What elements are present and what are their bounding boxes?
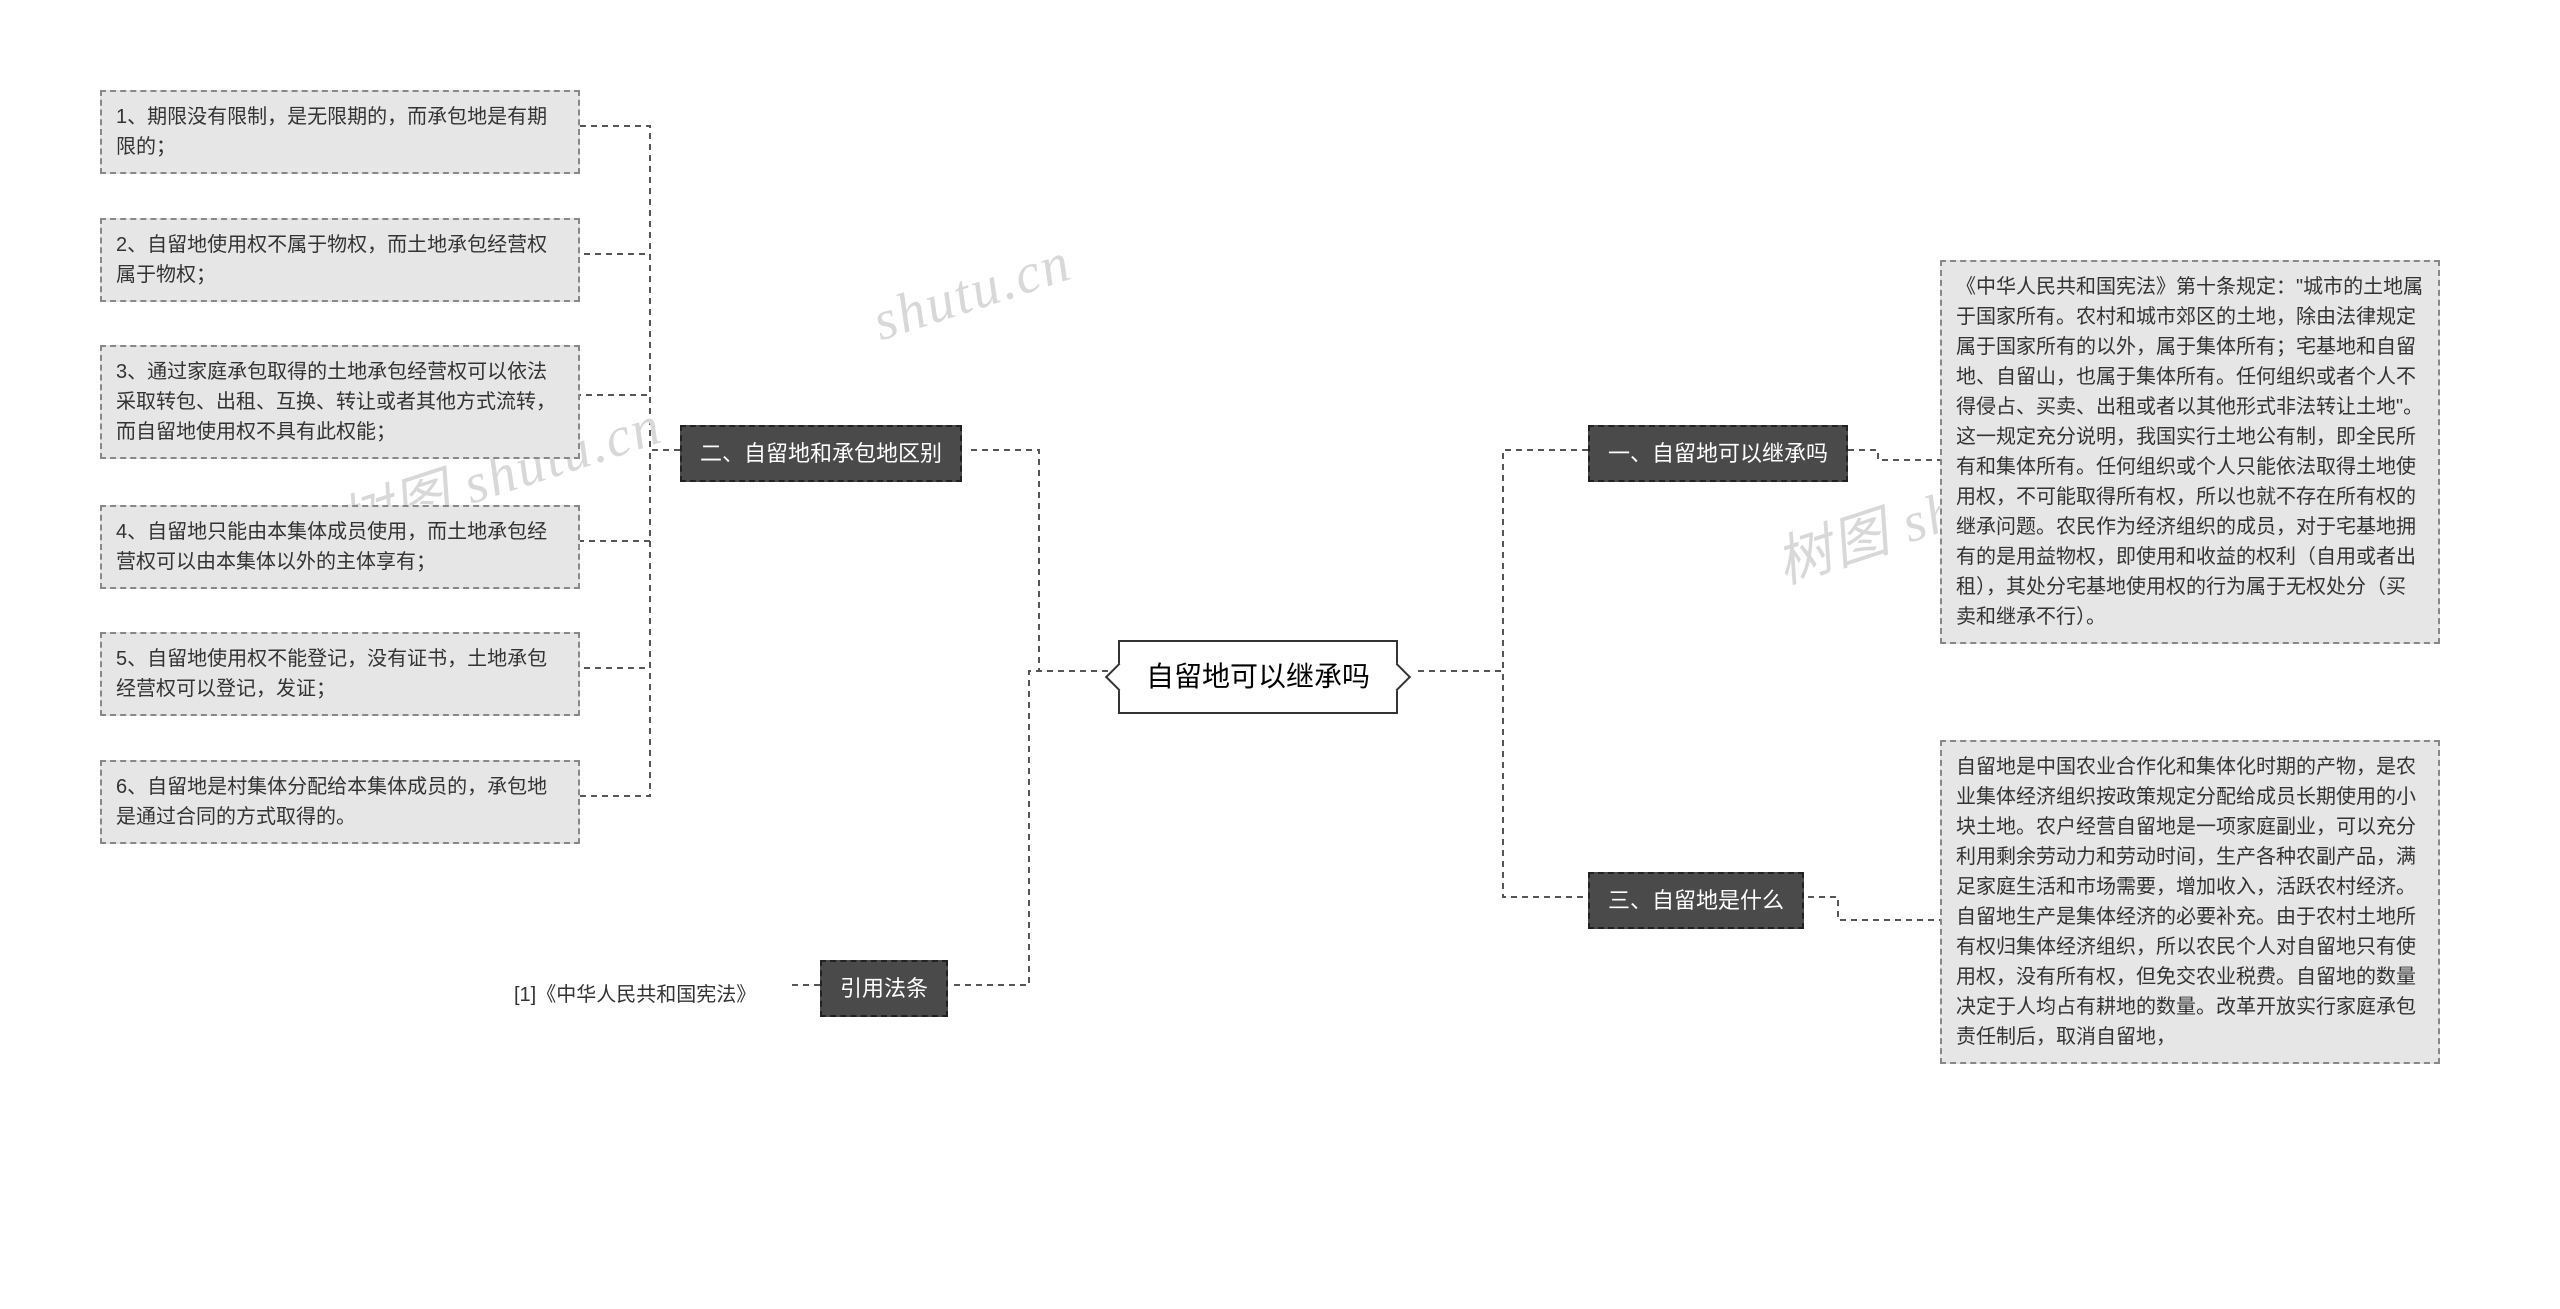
leaf-node: 2、自留地使用权不属于物权，而土地承包经营权属于物权；: [100, 218, 580, 302]
branch-node-l4: 引用法条: [820, 960, 948, 1017]
watermark: shutu.cn: [865, 230, 1079, 354]
branch-node-l2: 二、自留地和承包地区别: [680, 425, 962, 482]
leaf-node: 4、自留地只能由本集体成员使用，而土地承包经营权可以由本集体以外的主体享有；: [100, 505, 580, 589]
leaf-node: 自留地是中国农业合作化和集体化时期的产物，是农业集体经济组织按政策规定分配给成员…: [1940, 740, 2440, 1064]
branch-node-r1: 一、自留地可以继承吗: [1588, 425, 1848, 482]
branch-node-r3: 三、自留地是什么: [1588, 872, 1804, 929]
leaf-node: 《中华人民共和国宪法》第十条规定："城市的土地属于国家所有。农村和城市郊区的土地…: [1940, 260, 2440, 644]
mindmap-canvas: 树图 shutu.cnshutu.cn树图 shutu 自留地可以继承吗 二、自…: [0, 0, 2560, 1309]
leaf-node: 3、通过家庭承包取得的土地承包经营权可以依法采取转包、出租、互换、转让或者其他方…: [100, 345, 580, 459]
leaf-node: 1、期限没有限制，是无限期的，而承包地是有期限的；: [100, 90, 580, 174]
leaf-node: 5、自留地使用权不能登记，没有证书，土地承包经营权可以登记，发证；: [100, 632, 580, 716]
leaf-node: 6、自留地是村集体分配给本集体成员的，承包地是通过合同的方式取得的。: [100, 760, 580, 844]
center-node: 自留地可以继承吗: [1118, 640, 1398, 714]
plain-leaf: [1]《中华人民共和国宪法》: [500, 970, 790, 1020]
